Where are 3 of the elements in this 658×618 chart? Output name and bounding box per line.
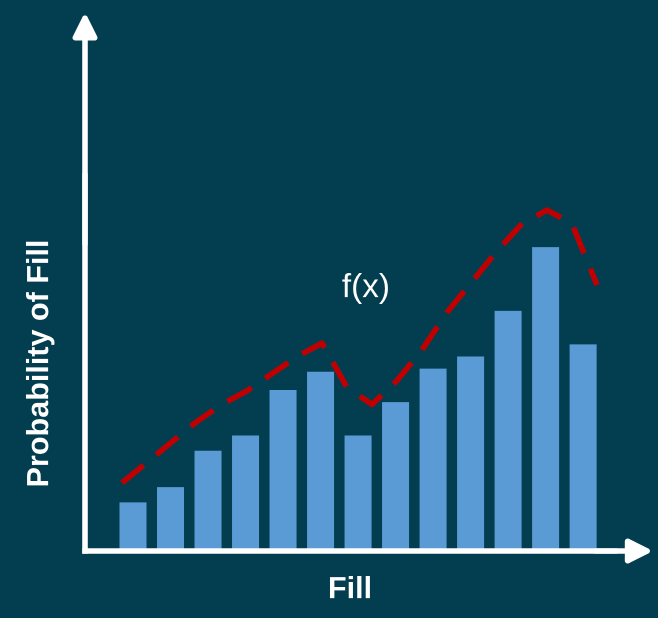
y-axis-title: Probability of Fill xyxy=(26,242,54,486)
annotation: f(x) xyxy=(342,272,388,304)
x-axis-title: Fill xyxy=(330,576,370,598)
